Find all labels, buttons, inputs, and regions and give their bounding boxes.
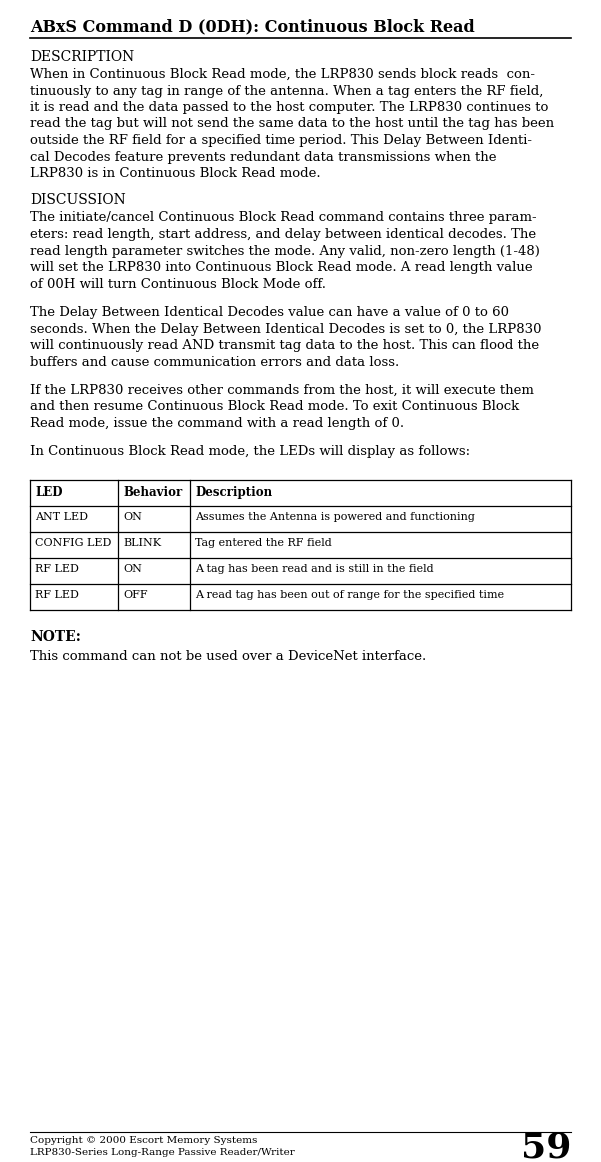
Text: OFF: OFF	[123, 590, 148, 600]
Text: will continuously read AND transmit tag data to the host. This can flood the: will continuously read AND transmit tag …	[30, 339, 539, 352]
Text: ON: ON	[123, 564, 142, 574]
Text: outside the RF field for a specified time period. This Delay Between Identi-: outside the RF field for a specified tim…	[30, 134, 532, 148]
Text: seconds. When the Delay Between Identical Decodes is set to 0, the LRP830: seconds. When the Delay Between Identica…	[30, 323, 542, 336]
Text: 59: 59	[520, 1129, 571, 1162]
Text: NOTE:: NOTE:	[30, 630, 81, 644]
Text: CONFIG LED: CONFIG LED	[35, 538, 111, 548]
Text: buffers and cause communication errors and data loss.: buffers and cause communication errors a…	[30, 356, 399, 368]
Text: read the tag but will not send the same data to the host until the tag has been: read the tag but will not send the same …	[30, 117, 554, 130]
Text: A tag has been read and is still in the field: A tag has been read and is still in the …	[195, 564, 434, 574]
Text: When in Continuous Block Read mode, the LRP830 sends block reads  con-: When in Continuous Block Read mode, the …	[30, 69, 535, 81]
Text: LRP830-Series Long-Range Passive Reader/Writer: LRP830-Series Long-Range Passive Reader/…	[30, 1148, 294, 1157]
Text: Read mode, issue the command with a read length of 0.: Read mode, issue the command with a read…	[30, 417, 404, 430]
Text: read length parameter switches the mode. Any valid, non-zero length (1-48): read length parameter switches the mode.…	[30, 244, 540, 258]
Text: Behavior: Behavior	[123, 486, 182, 498]
Text: ANT LED: ANT LED	[35, 512, 88, 522]
Text: LED: LED	[35, 486, 63, 498]
Text: This command can not be used over a DeviceNet interface.: This command can not be used over a Devi…	[30, 650, 426, 664]
Text: DESCRIPTION: DESCRIPTION	[30, 50, 134, 64]
Text: BLINK: BLINK	[123, 538, 161, 548]
Text: and then resume Continuous Block Read mode. To exit Continuous Block: and then resume Continuous Block Read mo…	[30, 401, 519, 414]
Text: RF LED: RF LED	[35, 564, 79, 574]
Text: In Continuous Block Read mode, the LEDs will display as follows:: In Continuous Block Read mode, the LEDs …	[30, 445, 470, 459]
Text: If the LRP830 receives other commands from the host, it will execute them: If the LRP830 receives other commands fr…	[30, 383, 534, 397]
Text: will set the LRP830 into Continuous Block Read mode. A read length value: will set the LRP830 into Continuous Bloc…	[30, 261, 532, 274]
Text: tinuously to any tag in range of the antenna. When a tag enters the RF field,: tinuously to any tag in range of the ant…	[30, 85, 543, 98]
Text: eters: read length, start address, and delay between identical decodes. The: eters: read length, start address, and d…	[30, 228, 536, 241]
Text: Description: Description	[195, 486, 272, 498]
Text: cal Decodes feature prevents redundant data transmissions when the: cal Decodes feature prevents redundant d…	[30, 151, 496, 164]
Text: RF LED: RF LED	[35, 590, 79, 600]
Text: Tag entered the RF field: Tag entered the RF field	[195, 538, 332, 548]
Text: A read tag has been out of range for the specified time: A read tag has been out of range for the…	[195, 590, 504, 600]
Text: of 00H will turn Continuous Block Mode off.: of 00H will turn Continuous Block Mode o…	[30, 278, 326, 290]
Text: LRP830 is in Continuous Block Read mode.: LRP830 is in Continuous Block Read mode.	[30, 167, 320, 180]
Text: Copyright © 2000 Escort Memory Systems: Copyright © 2000 Escort Memory Systems	[30, 1136, 257, 1145]
Text: it is read and the data passed to the host computer. The LRP830 continues to: it is read and the data passed to the ho…	[30, 101, 548, 114]
Text: ON: ON	[123, 512, 142, 522]
Text: Assumes the Antenna is powered and functioning: Assumes the Antenna is powered and funct…	[195, 512, 475, 522]
Text: DISCUSSION: DISCUSSION	[30, 194, 126, 208]
Text: The initiate/cancel Continuous Block Read command contains three param-: The initiate/cancel Continuous Block Rea…	[30, 211, 537, 224]
Text: The Delay Between Identical Decodes value can have a value of 0 to 60: The Delay Between Identical Decodes valu…	[30, 306, 509, 320]
Text: ABxS Command D (0DH): Continuous Block Read: ABxS Command D (0DH): Continuous Block R…	[30, 17, 475, 35]
